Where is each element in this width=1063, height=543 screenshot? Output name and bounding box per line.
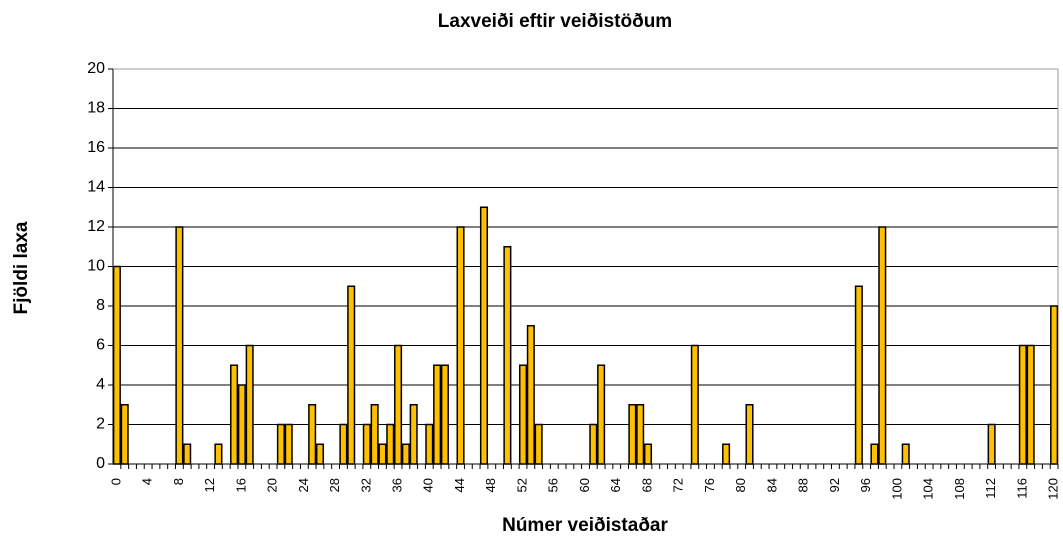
- bar: [456, 226, 465, 465]
- x-tick-label: 8: [171, 478, 186, 485]
- bar: [870, 443, 879, 465]
- bar: [1018, 344, 1027, 465]
- bar: [315, 443, 324, 465]
- bar: [878, 226, 887, 465]
- bar: [362, 423, 371, 465]
- bar: [1026, 344, 1035, 465]
- y-tick-label: 20: [87, 60, 105, 77]
- bar: [230, 364, 239, 465]
- bar: [284, 423, 293, 465]
- bar: [722, 443, 731, 465]
- x-tick-label: 96: [858, 478, 873, 492]
- bar: [183, 443, 192, 465]
- x-tick-label: 60: [577, 478, 592, 492]
- bar: [175, 226, 184, 465]
- y-tick-label: 6: [96, 337, 105, 354]
- x-tick-label: 100: [889, 478, 904, 500]
- bar: [901, 443, 910, 465]
- x-tick-label: 76: [702, 478, 717, 492]
- x-tick-label: 44: [452, 478, 467, 492]
- x-tick-label: 104: [921, 478, 936, 500]
- bar: [1050, 305, 1059, 465]
- x-tick-label: 84: [764, 478, 779, 492]
- x-tick-label: 16: [233, 478, 248, 492]
- bar: [440, 364, 449, 465]
- x-tick-label: 72: [671, 478, 686, 492]
- bar: [378, 443, 387, 465]
- bar: [339, 423, 348, 465]
- x-tick-label: 120: [1046, 478, 1061, 500]
- bar: [526, 325, 535, 465]
- y-tick-label: 10: [87, 258, 105, 275]
- bar: [518, 364, 528, 465]
- x-tick-label: 40: [421, 478, 436, 492]
- x-tick-label: 20: [265, 478, 280, 492]
- y-tick-label: 8: [96, 297, 105, 314]
- bar: [534, 423, 543, 465]
- bar: [276, 423, 285, 465]
- x-tick-label: 88: [796, 478, 811, 492]
- bar: [745, 404, 754, 465]
- bar: [112, 265, 121, 465]
- y-tick-label: 14: [87, 179, 105, 196]
- x-tick-label: 4: [140, 478, 155, 485]
- x-tick-label: 64: [608, 478, 623, 492]
- bar: [433, 364, 442, 465]
- x-tick-label: 92: [827, 478, 842, 492]
- y-tick-label: 2: [96, 416, 105, 433]
- bar: [643, 443, 653, 465]
- y-tick-label: 16: [87, 139, 105, 156]
- x-tick-label: 32: [358, 478, 373, 492]
- x-tick-label: 28: [327, 478, 342, 492]
- bar: [401, 443, 410, 465]
- bar: [597, 364, 606, 465]
- x-tick-label: 52: [514, 478, 529, 492]
- bar: [370, 404, 379, 465]
- x-axis-title: Númer veiðistaðar: [502, 515, 668, 536]
- bar: [987, 423, 996, 465]
- bar: [425, 423, 434, 465]
- bar: [636, 404, 645, 465]
- bar: [503, 246, 512, 465]
- x-tick-label: 116: [1014, 478, 1029, 499]
- x-tick-label: 112: [983, 478, 998, 499]
- x-tick-label: 108: [952, 478, 967, 500]
- y-tick-label: 4: [96, 376, 105, 393]
- x-tick-label: 0: [108, 478, 123, 485]
- x-tick-label: 56: [546, 478, 561, 492]
- bar: [690, 344, 699, 465]
- chart-title: Laxveiði eftir veiðistöðum: [438, 11, 672, 32]
- x-tick-label: 68: [639, 478, 654, 492]
- bar: [854, 285, 863, 465]
- bar: [394, 344, 403, 465]
- x-tick-label: 12: [202, 478, 217, 492]
- bar: [120, 404, 129, 465]
- bar: [386, 423, 395, 465]
- bar: [237, 384, 246, 465]
- bar: [409, 404, 418, 465]
- bar: [245, 344, 254, 465]
- bar: [347, 285, 356, 465]
- y-axis-title: Fjöldi laxa: [11, 221, 32, 314]
- y-tick-label: 12: [87, 218, 105, 235]
- bar: [214, 443, 223, 465]
- bar: [628, 404, 637, 465]
- bar: [308, 404, 317, 465]
- x-tick-label: 36: [389, 478, 404, 492]
- y-tick-label: 0: [96, 455, 105, 472]
- y-tick-label: 18: [87, 100, 105, 117]
- x-tick-label: 24: [296, 478, 311, 492]
- x-tick-label: 80: [733, 478, 748, 492]
- bar: [589, 423, 598, 465]
- bar: [479, 206, 489, 465]
- x-tick-label: 48: [483, 478, 498, 492]
